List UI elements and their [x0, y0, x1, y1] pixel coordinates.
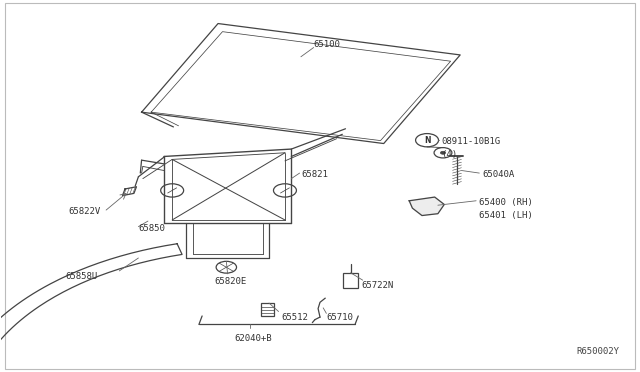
Text: 65820E: 65820E: [215, 278, 247, 286]
Text: N: N: [424, 136, 430, 145]
Text: 65401 (LH): 65401 (LH): [479, 211, 533, 220]
Text: 62040+B: 62040+B: [234, 334, 272, 343]
FancyBboxPatch shape: [343, 273, 358, 288]
Text: R650002Y: R650002Y: [577, 347, 620, 356]
Text: 65400 (RH): 65400 (RH): [479, 198, 533, 207]
Text: 65850: 65850: [138, 224, 165, 233]
Text: 65512: 65512: [282, 312, 308, 321]
Text: 65722N: 65722N: [362, 281, 394, 290]
FancyBboxPatch shape: [261, 303, 274, 316]
Text: (4): (4): [441, 150, 457, 159]
Text: 65821: 65821: [301, 170, 328, 179]
Text: 65710: 65710: [326, 312, 353, 321]
Text: 65858U: 65858U: [65, 272, 97, 281]
Circle shape: [440, 151, 445, 154]
Polygon shape: [409, 197, 444, 215]
Text: 65100: 65100: [314, 41, 340, 49]
Text: 08911-10B1G: 08911-10B1G: [441, 137, 500, 146]
Text: 65040A: 65040A: [483, 170, 515, 179]
Text: 65822V: 65822V: [68, 207, 100, 217]
